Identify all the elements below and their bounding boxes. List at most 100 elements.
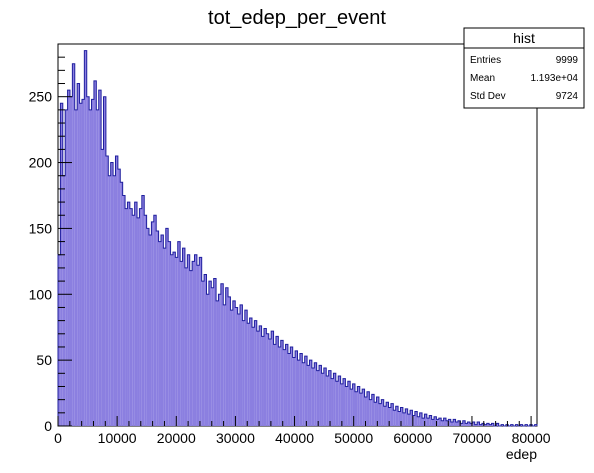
histogram-bin [345, 386, 348, 426]
histogram-bin [333, 373, 336, 426]
histogram-bin [285, 344, 288, 426]
histogram-bin [81, 99, 85, 427]
histogram-bin [156, 231, 159, 426]
histogram-bin [477, 422, 480, 426]
histogram-bin [125, 208, 128, 426]
histogram-bin [93, 80, 97, 427]
histogram-bin [299, 353, 303, 426]
histogram-bin [175, 257, 178, 426]
histogram-bin [251, 327, 255, 426]
histogram-bin [160, 235, 164, 426]
histogram-bin [216, 300, 219, 426]
histogram-bin [484, 424, 487, 426]
histogram-bin [448, 419, 451, 426]
histogram-bin [422, 418, 425, 426]
stats-entries-label: Entries [470, 55, 501, 66]
histogram-bin [287, 353, 291, 426]
histogram-bin [67, 90, 70, 426]
histogram-bin [357, 386, 360, 426]
histogram-bin [426, 418, 430, 426]
y-tick-label: 250 [29, 89, 53, 105]
stats-stddev-value: 9724 [556, 91, 579, 102]
histogram-bin [96, 109, 99, 427]
histogram-bin [127, 202, 130, 426]
histogram-bin [417, 416, 420, 426]
histogram-bin [376, 397, 379, 426]
histogram-bin [230, 310, 233, 426]
histogram-bin [383, 406, 387, 426]
histogram-bin [390, 403, 394, 426]
histogram-bin [98, 90, 102, 426]
histogram-bin [436, 419, 439, 426]
y-tick-label: 50 [36, 352, 52, 368]
histogram-bin [419, 412, 423, 426]
x-tick-label: 10000 [98, 430, 137, 446]
y-axis-ticks: 0 50 100 150 200 250 [29, 43, 72, 434]
histogram-bin [481, 423, 485, 426]
histogram-bin [151, 221, 154, 426]
histogram-bin [120, 182, 123, 426]
histogram-bin [457, 420, 461, 426]
histogram-bin [254, 320, 257, 426]
histogram-bin [141, 195, 145, 426]
histogram-bin [165, 228, 169, 426]
histogram-bin [489, 424, 492, 426]
histogram-bin [525, 424, 528, 426]
histogram-bin [137, 217, 140, 426]
histogram-outline [57, 50, 538, 427]
histogram-bin [412, 415, 415, 426]
histogram-bin [520, 424, 523, 426]
histogram-bin [405, 408, 408, 426]
x-tick-label: 40000 [275, 430, 314, 446]
histogram-bin [331, 378, 334, 426]
histogram-bin [398, 411, 401, 426]
histogram-bin [321, 373, 324, 426]
histogram-bin [84, 50, 87, 426]
histogram-bin [381, 399, 384, 426]
x-tick-label: 70000 [452, 430, 491, 446]
histogram-bin [472, 422, 475, 426]
y-tick-label: 100 [29, 286, 53, 302]
histogram-bin [429, 415, 432, 426]
histogram-bin [225, 287, 229, 426]
stats-box [463, 27, 585, 109]
histogram-bin [158, 241, 161, 426]
histogram-bin [378, 403, 382, 426]
histogram-bin [400, 407, 403, 426]
histogram-bin [340, 383, 344, 426]
histogram-bin [393, 410, 396, 426]
histogram-bin [347, 381, 351, 426]
histogram-bin [122, 195, 126, 426]
histogram-bin [129, 208, 133, 426]
histogram-bin [58, 254, 61, 426]
histogram-bin [323, 368, 327, 426]
histogram-bin [371, 394, 375, 426]
histogram-bin [496, 423, 499, 426]
histogram-bin [343, 378, 346, 426]
histogram-bin [189, 270, 193, 426]
histogram-bin [410, 410, 413, 426]
histogram-bin [149, 235, 152, 426]
histogram-bin [110, 162, 114, 426]
histogram-bin [196, 265, 200, 426]
histogram-bin [115, 155, 118, 426]
histogram-bin [146, 228, 150, 426]
stats-legend: hist Entries 9999 Mean 1.193e+04 Std Dev… [463, 27, 585, 109]
histogram-bin [314, 362, 317, 426]
histogram-bin [275, 336, 279, 426]
histogram-bin [153, 215, 157, 426]
histogram-bin [117, 169, 121, 426]
histogram-bin [414, 411, 418, 426]
histogram-bin [201, 281, 205, 426]
histogram-bin [91, 99, 94, 427]
histogram-bin [431, 419, 435, 426]
stats-title: hist [513, 30, 535, 46]
histogram-bin [316, 370, 320, 426]
histogram-bin [319, 365, 322, 426]
histogram-bin [105, 155, 109, 426]
y-tick-label: 150 [29, 220, 53, 236]
histogram-bin [79, 103, 82, 426]
histogram-bin [292, 357, 296, 426]
x-tick-label: 0 [54, 430, 62, 446]
